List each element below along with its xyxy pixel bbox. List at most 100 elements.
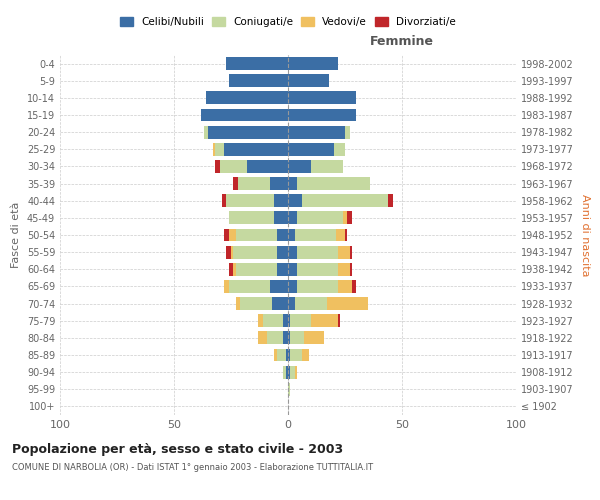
Bar	[297, 246, 338, 258]
Bar	[338, 263, 350, 276]
Bar	[288, 228, 295, 241]
Bar	[297, 177, 370, 190]
Bar	[302, 194, 388, 207]
Text: COMUNE DI NARBOLIA (OR) - Dati ISTAT 1° gennaio 2003 - Elaborazione TUTTITALIA.I: COMUNE DI NARBOLIA (OR) - Dati ISTAT 1° …	[12, 462, 373, 471]
Bar	[277, 246, 288, 258]
Bar	[277, 228, 288, 241]
Bar	[286, 348, 288, 362]
Bar	[213, 143, 215, 156]
Bar	[288, 92, 356, 104]
Bar	[350, 263, 352, 276]
Bar	[236, 297, 240, 310]
Bar	[288, 314, 290, 327]
Bar	[302, 348, 308, 362]
Bar	[311, 314, 338, 327]
Bar	[347, 212, 352, 224]
Bar	[338, 280, 352, 293]
Bar	[295, 228, 336, 241]
Bar	[226, 194, 274, 207]
Bar	[288, 332, 290, 344]
Bar	[270, 280, 288, 293]
Bar	[277, 263, 288, 276]
Bar	[231, 246, 233, 258]
Bar	[290, 314, 311, 327]
Bar	[336, 228, 345, 241]
Bar	[286, 366, 288, 378]
Bar	[283, 366, 286, 378]
Bar	[338, 246, 350, 258]
Bar	[236, 263, 277, 276]
Bar	[272, 297, 288, 310]
Bar	[388, 194, 393, 207]
Bar	[224, 228, 229, 241]
Bar	[268, 332, 283, 344]
Bar	[345, 126, 350, 138]
Bar	[338, 314, 340, 327]
Bar	[226, 246, 231, 258]
Bar	[288, 194, 302, 207]
Bar	[311, 160, 343, 173]
Bar	[288, 74, 329, 87]
Y-axis label: Fasce di età: Fasce di età	[11, 202, 21, 268]
Bar	[226, 57, 288, 70]
Bar	[288, 177, 297, 190]
Bar	[233, 177, 238, 190]
Bar	[288, 108, 356, 122]
Bar	[295, 366, 297, 378]
Bar	[290, 332, 304, 344]
Bar	[220, 160, 247, 173]
Bar	[290, 348, 302, 362]
Bar	[288, 126, 345, 138]
Bar	[263, 314, 283, 327]
Bar	[288, 212, 297, 224]
Bar	[297, 263, 338, 276]
Bar	[288, 348, 290, 362]
Bar	[288, 280, 297, 293]
Bar	[222, 194, 226, 207]
Bar	[229, 74, 288, 87]
Text: Femmine: Femmine	[370, 35, 434, 48]
Bar	[327, 297, 368, 310]
Bar	[203, 126, 208, 138]
Bar	[288, 297, 295, 310]
Text: Popolazione per età, sesso e stato civile - 2003: Popolazione per età, sesso e stato civil…	[12, 442, 343, 456]
Bar	[224, 143, 288, 156]
Bar	[247, 160, 288, 173]
Bar	[288, 263, 297, 276]
Bar	[288, 366, 290, 378]
Bar	[208, 126, 288, 138]
Bar	[229, 280, 270, 293]
Bar	[202, 108, 288, 122]
Bar	[334, 143, 345, 156]
Bar	[297, 280, 338, 293]
Bar	[240, 297, 272, 310]
Bar	[288, 383, 290, 396]
Bar	[352, 280, 356, 293]
Bar	[290, 366, 295, 378]
Bar	[345, 228, 347, 241]
Bar	[350, 246, 352, 258]
Bar	[304, 332, 325, 344]
Bar	[233, 263, 236, 276]
Bar	[288, 160, 311, 173]
Bar	[277, 348, 286, 362]
Bar	[238, 177, 270, 190]
Bar	[224, 280, 229, 293]
Bar	[215, 160, 220, 173]
Bar	[229, 263, 233, 276]
Bar	[288, 57, 338, 70]
Bar	[343, 212, 347, 224]
Y-axis label: Anni di nascita: Anni di nascita	[580, 194, 590, 276]
Bar	[288, 143, 334, 156]
Legend: Celibi/Nubili, Coniugati/e, Vedovi/e, Divorziati/e: Celibi/Nubili, Coniugati/e, Vedovi/e, Di…	[116, 12, 460, 32]
Bar	[274, 348, 277, 362]
Bar	[229, 212, 274, 224]
Bar	[297, 212, 343, 224]
Bar	[259, 314, 263, 327]
Bar	[259, 332, 268, 344]
Bar	[233, 246, 277, 258]
Bar	[274, 194, 288, 207]
Bar	[236, 228, 277, 241]
Bar	[288, 246, 297, 258]
Bar	[215, 143, 224, 156]
